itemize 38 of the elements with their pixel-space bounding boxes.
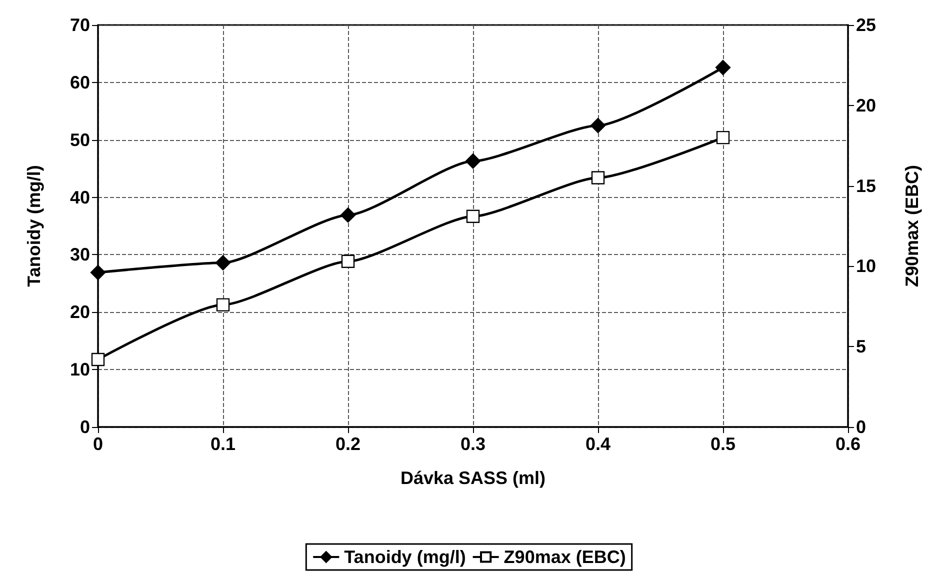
point [90, 264, 106, 280]
y-axis-title: Tanoidy (mg/l) [24, 165, 44, 287]
x-tick-label: 0.2 [335, 434, 361, 454]
y2-tick-label: 0 [856, 417, 866, 437]
point [215, 255, 231, 270]
x-tick-label: 0.3 [460, 434, 486, 454]
y2-tick-label: 20 [856, 95, 876, 116]
x-tick-label: 0.5 [710, 434, 736, 454]
y2-tick-label: 10 [856, 256, 876, 276]
y-tick-label: 30 [70, 244, 90, 265]
y-tick-label: 70 [70, 15, 90, 35]
y-tick-label: 10 [70, 360, 90, 380]
point [716, 130, 730, 144]
x-tick-label: 0.6 [835, 434, 861, 454]
point [591, 171, 605, 184]
point [465, 154, 481, 169]
y2-tick-label: 25 [856, 15, 876, 35]
point [216, 298, 230, 312]
y2-tick-label: 15 [856, 176, 876, 196]
point [590, 118, 606, 134]
legend-label: Z90max (EBC) [504, 547, 626, 567]
y2-axis-title: Z90max (EBC) [902, 164, 922, 288]
y2-tick-label: 5 [856, 336, 866, 357]
y-tick-label: 50 [70, 130, 90, 150]
point [341, 254, 355, 268]
x-tick-label: 0.1 [210, 434, 236, 454]
x-tick-label: 0 [92, 434, 104, 454]
legend-label: Tanoidy (mg/l) [344, 547, 466, 567]
y-tick-label: 0 [80, 417, 90, 437]
point [91, 352, 105, 366]
point [466, 210, 480, 223]
point [715, 60, 731, 76]
y-tick-label: 40 [70, 187, 90, 208]
x-axis-title: Dávka SASS (ml) [400, 468, 546, 488]
x-tick-label: 0.4 [585, 434, 611, 454]
point [340, 207, 356, 223]
y-tick-label: 20 [70, 302, 90, 322]
y-tick-label: 60 [70, 72, 90, 92]
